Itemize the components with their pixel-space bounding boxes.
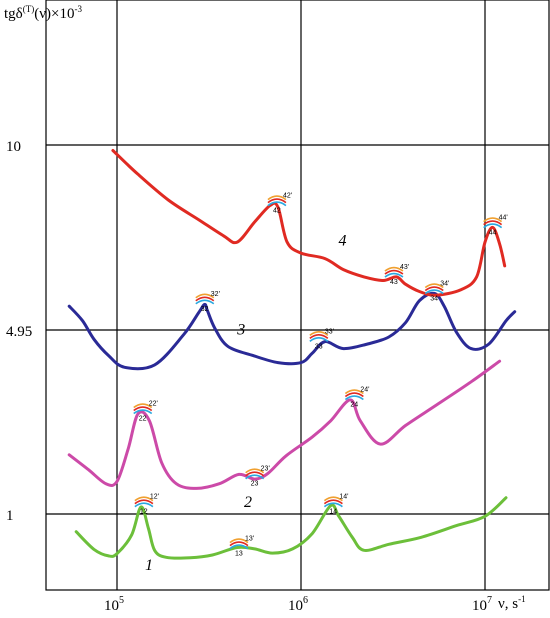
peak-arc-33-2 — [309, 337, 329, 342]
curve-label-3: 3 — [236, 322, 245, 339]
peak-marker-42: 42' 42 — [267, 193, 292, 215]
peak-label-44: 44 — [489, 230, 497, 237]
peak-marker-44: 44' 44 — [483, 215, 508, 237]
peak-label-14: 14 — [329, 509, 337, 516]
peak-arc-34-1 — [424, 286, 444, 292]
y-tick-labels: 1 4.95 10 — [6, 139, 32, 524]
series-line-3 — [67, 291, 517, 371]
series-line-1 — [74, 496, 508, 560]
x-tick-labels: 105 106 107 — [104, 595, 492, 614]
curve-label-2: 2 — [244, 494, 252, 511]
peak-label-13: 13 — [235, 551, 243, 558]
peak-label-primed-12: 12' — [150, 494, 159, 501]
peak-marker-24: 24' 24 — [344, 387, 369, 409]
peak-label-primed-14: 14' — [339, 494, 348, 501]
peak-arc-42-1 — [267, 198, 287, 204]
peak-arc-33-0 — [309, 331, 329, 336]
peak-arc-24-2 — [344, 395, 364, 401]
peak-arc-13-2 — [229, 544, 249, 550]
peak-label-primed-44: 44' — [499, 215, 508, 222]
x-tick-label-0: 105 — [104, 595, 124, 614]
peak-arc-22-2 — [133, 409, 153, 415]
peak-marker-34: 34' 34 — [424, 281, 449, 303]
peak-marker-23: 23' 23 — [245, 466, 270, 488]
x-tick-label-1: 106 — [288, 595, 308, 614]
peak-arc-23-1 — [245, 471, 265, 477]
peak-marker-14: 14' 14 — [323, 494, 349, 516]
peak-arc-23-2 — [245, 474, 265, 480]
peak-arc-22-1 — [133, 406, 153, 412]
peak-arc-42-0 — [267, 195, 287, 201]
peak-label-primed-13: 13' — [245, 536, 254, 543]
peak-arc-43-0 — [384, 266, 404, 272]
peak-arc-44-0 — [483, 217, 503, 223]
peak-marker-13: 13' 13 — [229, 536, 254, 558]
peak-arc-32-0 — [195, 293, 215, 299]
peak-label-primed-22: 22' — [149, 401, 158, 408]
peak-arc-44-1 — [483, 220, 503, 226]
peak-arc-44-2 — [483, 223, 503, 229]
peak-label-primed-32: 32' — [211, 291, 220, 298]
peak-label-22: 22 — [139, 416, 147, 423]
peak-label-23: 23 — [251, 481, 259, 488]
peak-arc-43-1 — [384, 269, 404, 275]
peak-arc-24-1 — [344, 392, 364, 398]
peak-arc-12-2 — [134, 502, 154, 508]
peak-arc-12-0 — [134, 496, 154, 502]
peak-label-42: 42 — [273, 208, 281, 215]
peak-label-primed-23: 23' — [261, 466, 270, 473]
peak-marker-12: 12' 12 — [134, 494, 159, 516]
x-axis-label: ν, s-1 — [498, 594, 526, 612]
series-line-2 — [67, 359, 502, 490]
curve-label-4: 4 — [339, 233, 347, 250]
peak-marker-32: 32' 32 — [195, 291, 220, 313]
peak-label-primed-33: 33' — [325, 328, 334, 335]
peak-label-33: 33 — [315, 343, 323, 350]
peak-arc-12-1 — [134, 499, 154, 505]
peak-arc-32-1 — [195, 296, 215, 302]
peak-label-primed-34: 34' — [440, 281, 449, 288]
peak-arc-42-2 — [267, 201, 287, 207]
x-tick-label-2: 107 — [472, 595, 492, 614]
peak-arc-14-1 — [323, 499, 343, 505]
peak-label-34: 34 — [430, 296, 438, 303]
peak-label-24: 24 — [350, 402, 358, 409]
peak-arc-43-2 — [384, 272, 404, 278]
peak-arc-23-0 — [245, 468, 265, 474]
peak-marker-33: 33' 33 — [309, 328, 334, 350]
peak-label-43: 43 — [390, 279, 398, 286]
series-line-4 — [111, 149, 507, 297]
peak-arc-24-0 — [344, 389, 364, 395]
peak-marker-22: 22' 22 — [133, 401, 158, 423]
y-axis-label: tgδ(T)(ν)×10-3 — [4, 4, 82, 22]
peak-markers: 12'1213'1314'1422'2223'2324'2432'3233'33… — [133, 193, 508, 558]
peak-arc-32-2 — [195, 299, 215, 305]
peak-label-primed-42: 42' — [283, 193, 292, 200]
grid — [46, 0, 549, 590]
peak-label-32: 32 — [201, 306, 209, 313]
peak-marker-43: 43' 43 — [384, 264, 409, 286]
peak-arc-34-2 — [424, 289, 444, 295]
y-tick-label-2: 10 — [6, 139, 21, 155]
chart-frame — [45, 0, 550, 591]
peak-arc-14-0 — [323, 496, 343, 502]
peak-arc-34-0 — [424, 283, 444, 289]
peak-arc-14-2 — [323, 502, 343, 508]
peak-arc-33-1 — [309, 334, 329, 339]
y-tick-label-0: 1 — [6, 508, 14, 524]
peak-label-12: 12 — [140, 509, 148, 516]
y-tick-label-1: 4.95 — [6, 324, 32, 340]
peak-label-primed-43: 43' — [400, 264, 409, 271]
series-layer — [67, 149, 517, 560]
curve-label-1: 1 — [145, 557, 153, 574]
peak-arc-13-0 — [229, 538, 249, 544]
peak-label-primed-24: 24' — [360, 387, 369, 394]
peak-arc-22-0 — [133, 403, 153, 409]
peak-arc-13-1 — [229, 541, 249, 547]
